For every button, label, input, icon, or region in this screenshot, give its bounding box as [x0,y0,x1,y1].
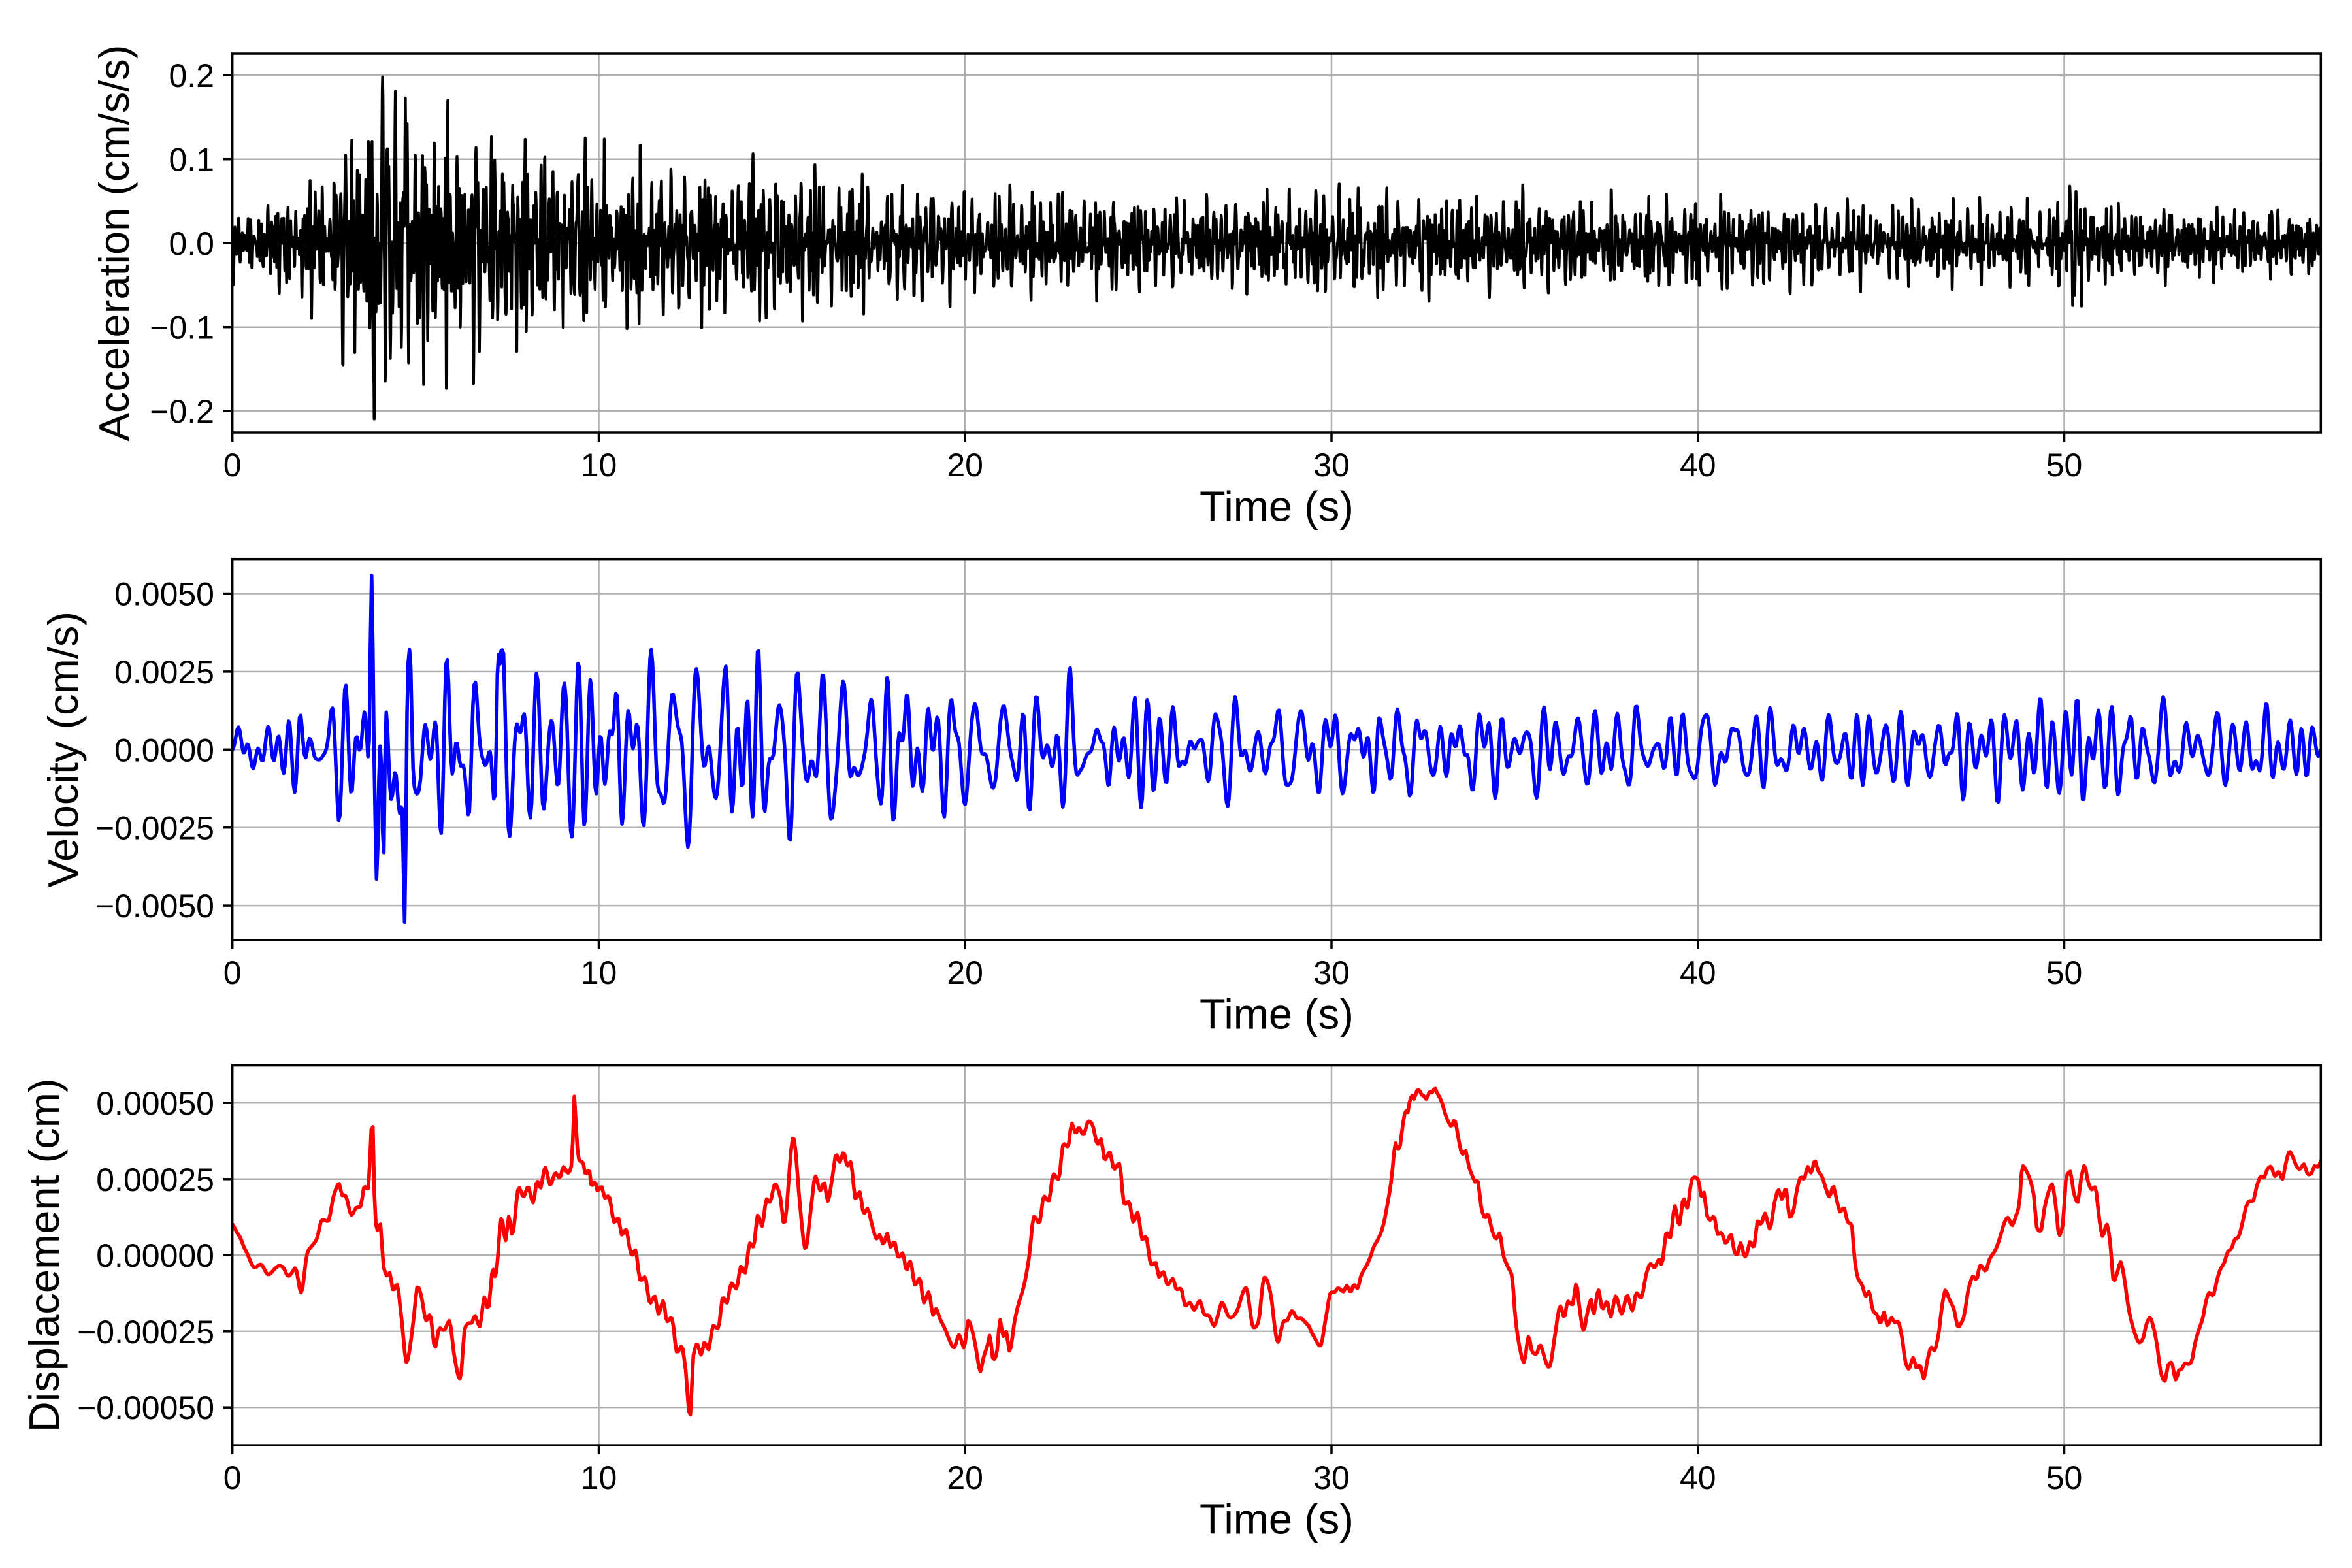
svg-text:20: 20 [947,1460,983,1496]
svg-text:0.0050: 0.0050 [114,576,214,613]
svg-text:−0.0050: −0.0050 [95,888,214,924]
svg-text:Time (s): Time (s) [1200,990,1354,1037]
svg-text:40: 40 [1680,447,1716,483]
svg-text:50: 50 [2046,955,2083,991]
svg-text:40: 40 [1680,955,1716,991]
svg-text:20: 20 [947,955,983,991]
svg-text:30: 30 [1313,1460,1350,1496]
svg-text:50: 50 [2046,1460,2083,1496]
svg-text:0: 0 [223,447,242,483]
svg-text:40: 40 [1680,1460,1716,1496]
svg-text:−0.2: −0.2 [150,393,214,430]
svg-text:Time (s): Time (s) [1200,1495,1354,1543]
svg-text:Time (s): Time (s) [1200,483,1354,531]
svg-text:−0.0025: −0.0025 [95,810,214,847]
svg-text:Displacement (cm): Displacement (cm) [20,1078,68,1432]
svg-text:0: 0 [223,1460,242,1496]
svg-text:−0.00050: −0.00050 [77,1390,214,1426]
svg-text:10: 10 [581,1460,617,1496]
svg-text:10: 10 [581,955,617,991]
svg-text:0.2: 0.2 [169,57,214,94]
svg-text:0.1: 0.1 [169,142,214,178]
svg-text:30: 30 [1313,447,1350,483]
svg-text:Acceleration (cm/s/s): Acceleration (cm/s/s) [90,45,138,442]
svg-text:50: 50 [2046,447,2083,483]
svg-text:−0.00025: −0.00025 [77,1314,214,1350]
svg-text:0.00000: 0.00000 [96,1237,214,1274]
svg-text:0.0: 0.0 [169,225,214,262]
svg-text:0.0000: 0.0000 [114,732,214,768]
svg-text:0.0025: 0.0025 [114,654,214,691]
svg-text:20: 20 [947,447,983,483]
svg-text:10: 10 [581,447,617,483]
svg-text:−0.1: −0.1 [150,310,214,346]
svg-text:30: 30 [1313,955,1350,991]
svg-text:0.00050: 0.00050 [96,1085,214,1122]
svg-text:0: 0 [223,955,242,991]
svg-text:Velocity (cm/s): Velocity (cm/s) [39,612,87,888]
svg-text:0.00025: 0.00025 [96,1162,214,1198]
